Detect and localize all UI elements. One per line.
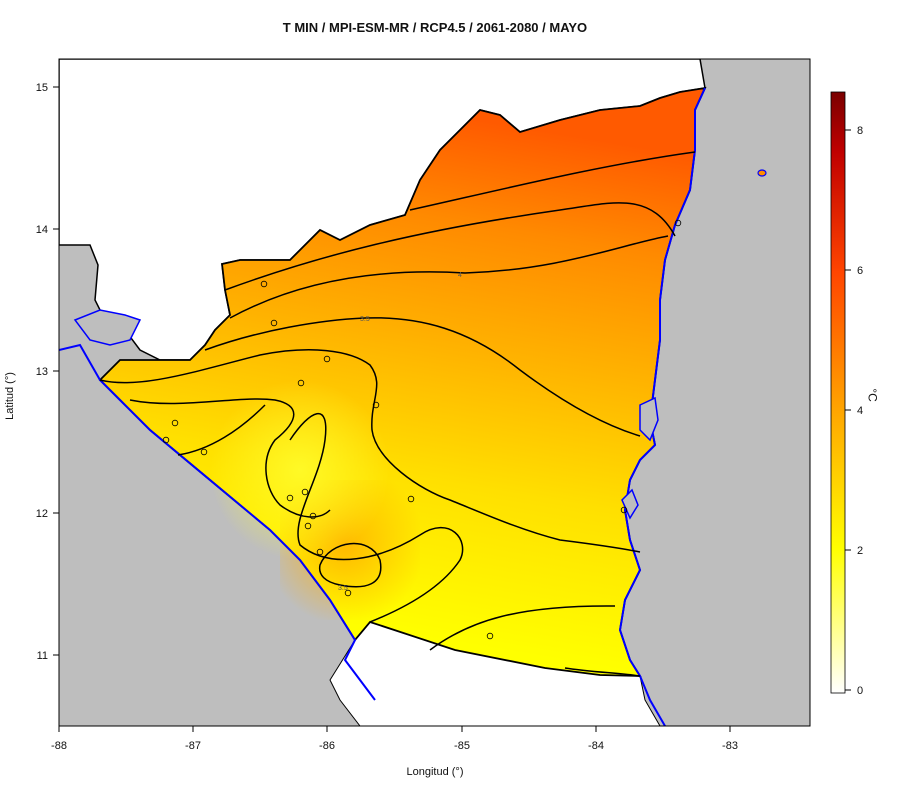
- contour-lines: [99, 151, 696, 677]
- station-marker: [323, 355, 331, 363]
- x-axis: [58, 726, 731, 732]
- x-tick-label: -85: [454, 740, 470, 752]
- colorbar: [830, 91, 846, 694]
- station-marker: [407, 495, 415, 503]
- station-marker: [297, 379, 305, 387]
- x-tick-label: -84: [588, 740, 604, 752]
- gulf-of-fonseca: [73, 309, 142, 346]
- y-tick-label: 13: [36, 366, 48, 378]
- contour-label: 4: [458, 272, 462, 279]
- station-marker: [486, 632, 494, 640]
- bluefields-lagoon: [621, 488, 639, 520]
- y-tick-label: 15: [36, 82, 48, 94]
- colorbar-ticks: [845, 129, 851, 691]
- station-marker: [171, 419, 179, 427]
- y-tick-label: 14: [36, 224, 48, 236]
- map-title: T MIN / MPI-ESM-MR / RCP4.5 / 2061-2080 …: [282, 20, 588, 35]
- station-marker: [270, 319, 278, 327]
- x-axis-label: Longitud (°): [406, 766, 464, 778]
- station-marker: [620, 506, 628, 514]
- x-tick-label: -83: [722, 740, 738, 752]
- cool-anomaly: [200, 380, 400, 560]
- contour-label: 3.5: [338, 585, 348, 592]
- y-axis-label: Latitud (°): [4, 372, 16, 420]
- plot-frame: [58, 58, 811, 727]
- y-tick-label: 11: [37, 650, 48, 662]
- station-marker: [309, 512, 317, 520]
- station-marker: [260, 280, 268, 288]
- station-marker: [162, 436, 170, 444]
- station-marker: [372, 401, 380, 409]
- pacific-coast: [59, 343, 376, 701]
- corn-island: [757, 169, 767, 177]
- caribbean-coast: [618, 87, 706, 726]
- colorbar-tick-label: 0: [857, 685, 863, 697]
- x-tick-label: -87: [185, 740, 201, 752]
- colorbar-tick-label: 4: [857, 405, 863, 417]
- y-tick-label: 12: [36, 508, 48, 520]
- station-marker: [200, 448, 208, 456]
- station-marker: [304, 522, 312, 530]
- station-marker: [286, 494, 294, 502]
- contour-label: 3.5: [360, 316, 370, 323]
- colorbar-tick-label: 8: [857, 125, 863, 137]
- station-markers: [162, 219, 682, 640]
- colorbar-unit-label: °C: [865, 388, 880, 402]
- colorbar-tick-label: 6: [857, 265, 863, 277]
- pearl-lagoon: [639, 396, 659, 442]
- y-axis: [53, 86, 59, 656]
- colorbar-tick-label: 2: [857, 545, 863, 557]
- station-marker: [301, 488, 309, 496]
- station-marker: [344, 589, 352, 597]
- x-tick-label: -88: [51, 740, 67, 752]
- x-tick-label: -86: [319, 740, 335, 752]
- station-marker: [316, 548, 324, 556]
- station-marker: [674, 219, 682, 227]
